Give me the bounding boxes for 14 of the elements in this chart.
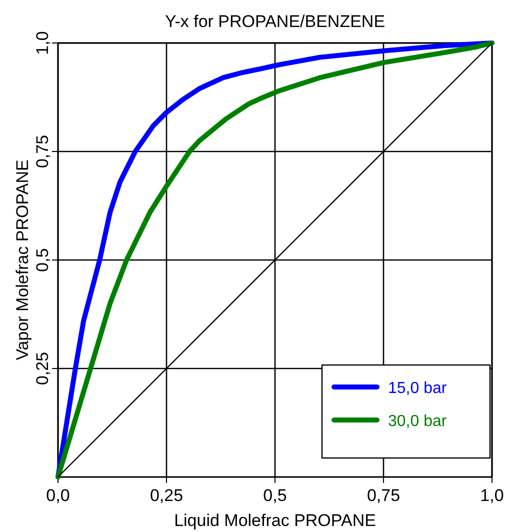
y-tick-label: 0,5 [33,248,52,272]
x-tick-label: 0,75 [366,486,400,505]
x-tick-label: 0,25 [150,486,184,505]
y-tick-label: 1,0 [33,31,52,55]
chart-title: Y-x for PROPANE/BENZENE [164,12,386,31]
y-tick-label: 0,25 [33,352,52,386]
x-tick-label: 1,0 [480,486,504,505]
y-axis-title: Vapor Molefrac PROPANE [13,160,32,360]
legend-label: 30,0 bar [388,413,448,430]
legend-label: 15,0 bar [388,380,448,397]
x-tick-label: 0,5 [263,486,287,505]
y-tick-label: 0,75 [33,134,52,168]
x-tick-label: 0,0 [46,486,70,505]
x-axis-title: Liquid Molefrac PROPANE [174,511,376,530]
